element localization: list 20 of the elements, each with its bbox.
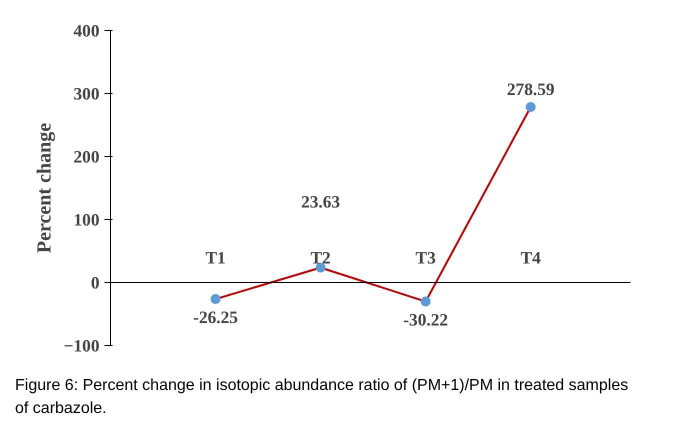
x-tick-label: T2 [310,248,331,268]
point [420,296,431,307]
x-tick-label: T1 [205,248,226,268]
caption: Figure 6: Percent change in isotopic abundance ratio of (PM+1)/PM in treated samples of carbazole. [15,376,630,419]
y-tick-label: 0 [90,274,100,292]
y-tick-label: 300 [74,84,100,104]
y-tick-label: −100 [64,336,100,356]
data-label: -30.22 [403,310,448,330]
data-label: 23.63 [301,192,340,212]
x-tick-label: T3 [416,248,436,268]
x-tick-label: T4 [520,248,542,268]
point [526,102,536,112]
y-axis-title: Percent change [34,122,56,254]
y-tick-label: 400 [74,22,100,40]
y-tick-label: 200 [74,148,100,166]
point [210,294,221,304]
data-label: -26.25 [193,308,238,328]
point [316,262,326,273]
y-tick-label: 100 [74,210,100,230]
data-label: 278.59 [506,80,555,99]
